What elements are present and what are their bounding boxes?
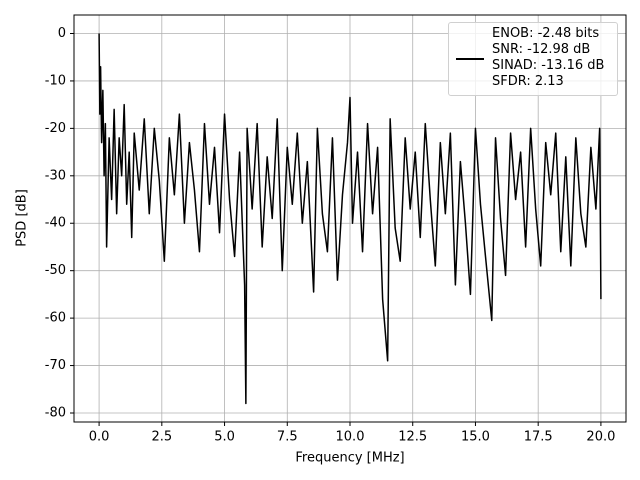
x-tick-label: 0.0 bbox=[89, 430, 110, 445]
legend: ENOB: -2.48 bits SNR: -12.98 dB SINAD: -… bbox=[448, 22, 618, 96]
y-tick-label: -40 bbox=[45, 216, 66, 231]
x-tick-label: 17.5 bbox=[524, 430, 553, 445]
y-tick-label: 0 bbox=[58, 26, 66, 41]
legend-line bbox=[456, 58, 484, 60]
x-tick-label: 5.0 bbox=[214, 430, 235, 445]
y-tick-label: -60 bbox=[45, 311, 66, 326]
x-axis-label: Frequency [MHz] bbox=[295, 451, 404, 466]
y-tick-label: -30 bbox=[45, 168, 66, 183]
x-tick-label: 10.0 bbox=[336, 430, 365, 445]
x-tick-label: 15.0 bbox=[461, 430, 490, 445]
y-tick-label: -70 bbox=[45, 358, 66, 373]
x-tick-label: 7.5 bbox=[277, 430, 298, 445]
legend-label: ENOB: -2.48 bits SNR: -12.98 dB SINAD: -… bbox=[492, 26, 605, 89]
x-tick-label: 20.0 bbox=[586, 430, 615, 445]
y-tick-label: -20 bbox=[45, 121, 66, 136]
y-tick-label: -80 bbox=[45, 405, 66, 420]
y-tick-label: -50 bbox=[45, 263, 66, 278]
x-tick-label: 2.5 bbox=[151, 430, 172, 445]
x-tick-label: 12.5 bbox=[398, 430, 427, 445]
y-tick-label: -10 bbox=[45, 73, 66, 88]
psd-line bbox=[98, 33, 602, 405]
y-axis-label: PSD [dB] bbox=[15, 189, 30, 247]
